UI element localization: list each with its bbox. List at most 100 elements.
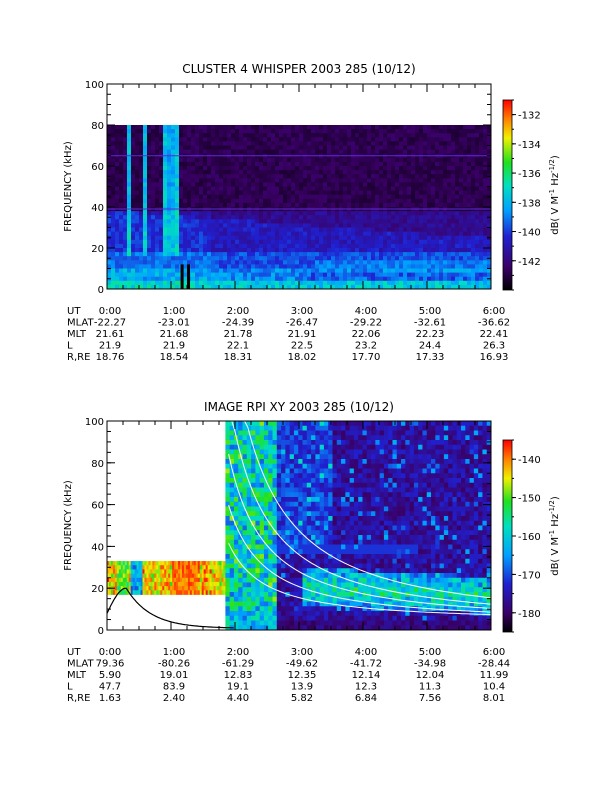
spectrogram-cell — [120, 573, 124, 579]
spectrogram-cell — [147, 219, 152, 224]
spectrogram-cell — [203, 145, 208, 150]
spectrogram-cell — [343, 219, 348, 224]
spectrogram-cell — [211, 573, 214, 579]
ephemeris-value: 22.41 — [480, 329, 509, 340]
spectrogram-cell — [367, 256, 372, 261]
spectrogram-cell — [443, 194, 448, 200]
spectrogram-cell — [407, 137, 412, 142]
spectrogram-cell — [151, 137, 156, 142]
spectrogram-cell — [259, 506, 265, 512]
spectrogram-cell — [162, 573, 165, 579]
spectrogram-cell — [238, 516, 243, 522]
spectrogram-cell — [355, 186, 360, 191]
spectrogram-cell — [267, 202, 272, 208]
spectrogram-cell — [367, 260, 372, 265]
spectrogram-cell — [251, 544, 256, 550]
spectrogram-cell — [323, 157, 328, 163]
spectrogram-cell — [233, 468, 239, 474]
spectrogram-cell — [162, 590, 165, 595]
spectrogram-cell — [112, 565, 116, 570]
spectrogram-cell — [371, 252, 376, 257]
spectrogram-cell — [431, 256, 436, 261]
spectrogram-cell — [180, 565, 183, 570]
ephemeris-value: 26.3 — [483, 341, 505, 352]
spectrogram-cell — [135, 198, 140, 204]
spectrogram-cell — [167, 284, 172, 290]
spectrogram-cell — [155, 178, 160, 183]
spectrogram-cell — [447, 268, 452, 273]
spectrogram-cell — [447, 235, 452, 241]
spectrogram-cell — [217, 577, 220, 583]
spectrogram-cell — [387, 145, 392, 150]
spectrogram-cell — [167, 215, 172, 220]
spectrogram-cell — [339, 190, 344, 196]
spectrogram-cell — [136, 581, 139, 587]
spectrogram-cell — [138, 561, 141, 566]
spectrogram-cell — [363, 219, 368, 224]
spectrogram-cell — [159, 252, 164, 257]
spectrogram-cell — [123, 137, 128, 142]
spectrogram-cell — [171, 129, 176, 134]
spectrogram-cell — [111, 157, 116, 163]
spectrogram-cell — [319, 235, 324, 241]
spectrogram-cell — [207, 215, 212, 220]
spectrogram-cell — [255, 506, 261, 512]
spectrogram-cell — [156, 565, 159, 570]
spectrogram-cell — [211, 239, 216, 245]
spectrogram-cell — [395, 198, 400, 204]
spectrogram-cell — [247, 219, 252, 224]
spectrogram-cell — [403, 284, 408, 290]
spectrogram-cell — [219, 581, 222, 587]
spectrogram-cell — [303, 190, 308, 196]
spectrogram-cell — [255, 511, 261, 517]
spectrogram-cell — [335, 149, 340, 155]
spectrogram-cell — [136, 569, 139, 574]
spectrogram-cell — [335, 215, 340, 220]
spectrogram-cell — [175, 239, 180, 245]
spectrogram-cell — [143, 182, 148, 187]
spectrogram-cell — [178, 581, 181, 587]
spectrogram-cell — [391, 149, 396, 155]
spectrogram-cell — [371, 125, 376, 130]
spectrogram-cell — [283, 268, 288, 273]
spectrogram-cell — [219, 577, 222, 583]
spectrogram-cell — [134, 577, 137, 583]
spectrogram-cell — [246, 615, 252, 621]
spectrogram-cell — [207, 227, 212, 232]
spectrogram-cell — [162, 565, 165, 570]
spectrogram-cell — [217, 573, 220, 579]
spectrogram-cell — [263, 596, 269, 602]
spectrogram-cell — [239, 223, 244, 228]
spectrogram-cell — [279, 137, 284, 142]
spectrogram-cell — [223, 581, 226, 587]
spectrogram-cell — [111, 198, 116, 204]
spectrogram-cell — [375, 157, 380, 163]
spectrogram-cell — [455, 235, 460, 241]
spectrogram-cell — [455, 268, 460, 273]
spectrogram-cell — [139, 252, 144, 257]
spectrogram-cell — [279, 231, 284, 237]
spectrogram-cell — [171, 219, 176, 224]
spectrogram-cell — [239, 186, 244, 191]
spectrogram-cell — [419, 194, 424, 200]
spectrogram-cell — [246, 511, 252, 517]
spectrogram-cell — [307, 141, 312, 146]
spectrogram-cell — [355, 223, 360, 228]
spectrogram-cell — [243, 157, 248, 163]
spectrogram-cell — [463, 194, 468, 200]
spectrogram-cell — [185, 581, 189, 587]
spectrogram-cell — [116, 569, 120, 574]
spectrogram-cell — [467, 141, 472, 146]
spectrogram-cell — [143, 174, 148, 179]
spectrogram-cell — [399, 256, 404, 261]
spectrogram-cell — [419, 248, 424, 253]
spectrogram-cell — [207, 565, 211, 570]
spectrogram-cell — [311, 235, 316, 241]
spectrogram-cell — [307, 223, 312, 228]
spectrogram-cell — [225, 544, 231, 550]
spectrogram-cell — [387, 223, 392, 228]
spectrogram-cell — [132, 590, 136, 595]
spectrogram-cell — [111, 194, 116, 200]
spectrogram-cell — [311, 268, 316, 273]
spectrogram-cell — [155, 174, 160, 179]
